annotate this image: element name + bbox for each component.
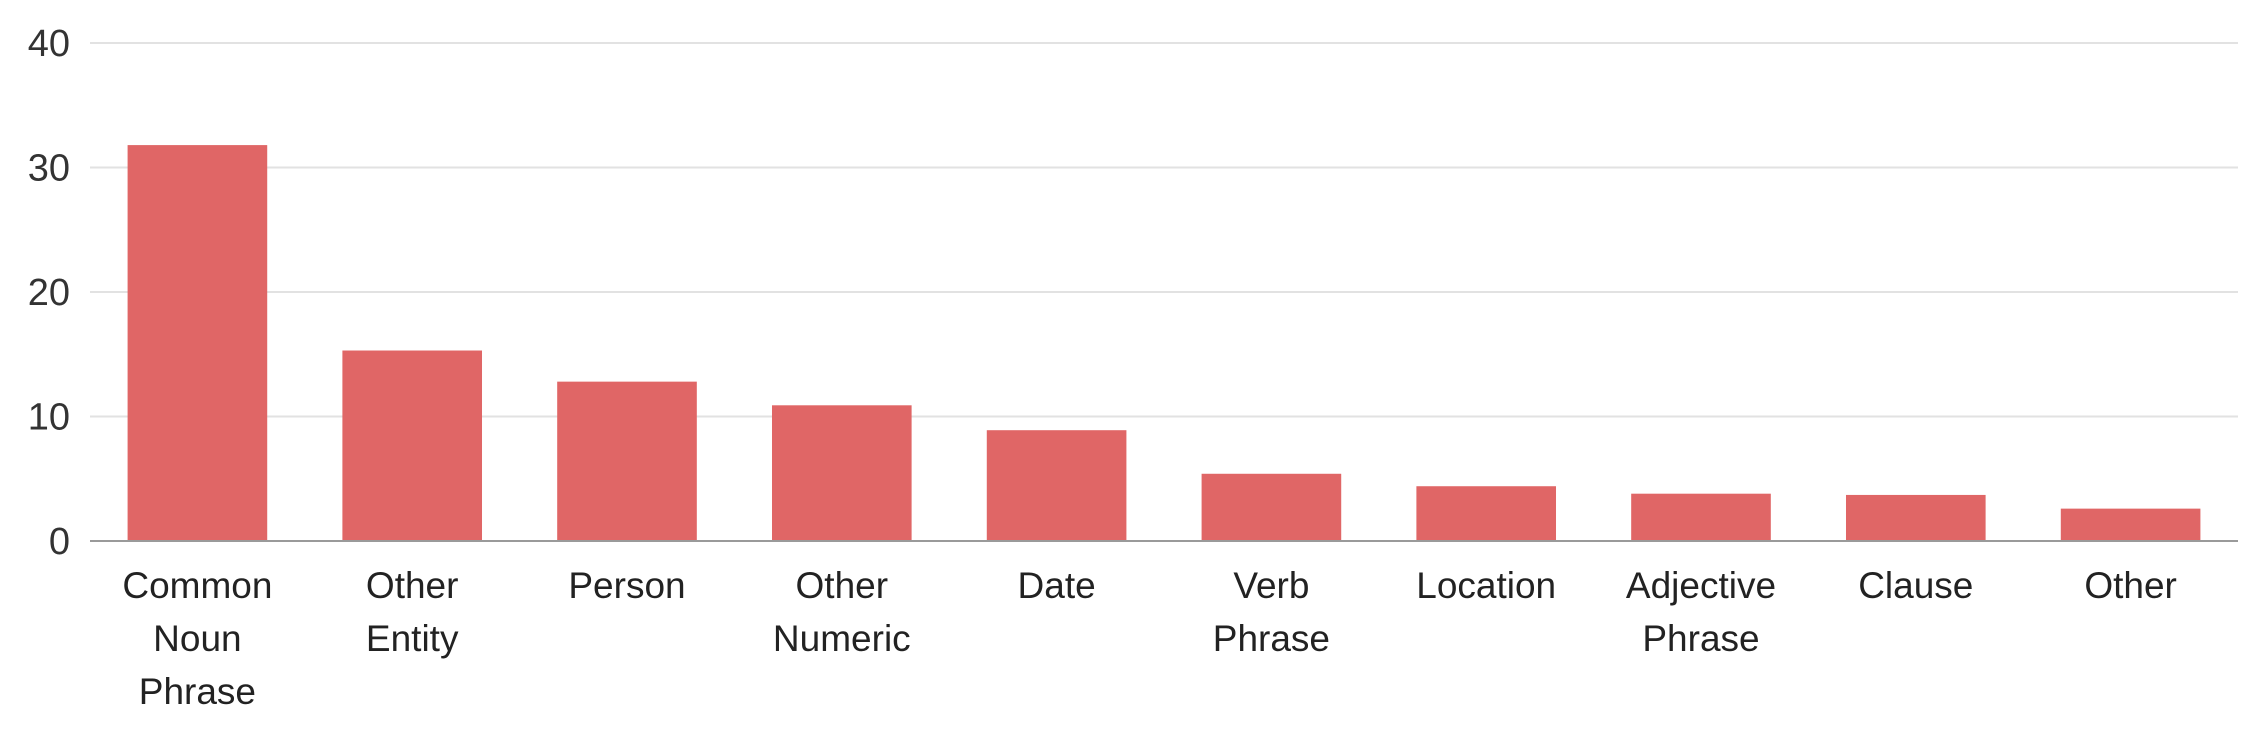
x-category-label-line: Noun <box>153 618 241 659</box>
x-category-label-line: Common <box>122 565 272 606</box>
x-category-label-line: Other <box>796 565 889 606</box>
x-category-label: Other <box>2084 565 2177 606</box>
x-category-label: Common Noun Phrase <box>122 565 272 712</box>
x-category-label: Other Numeric <box>773 565 911 659</box>
x-category-label: Person <box>568 565 685 606</box>
x-category-label: Verb Phrase <box>1213 565 1330 659</box>
bar <box>1631 493 1771 541</box>
y-tick-label: 20 <box>28 272 70 314</box>
x-category-label: Other Entity <box>366 565 459 659</box>
x-category-label-line: Entity <box>366 618 459 659</box>
bar <box>1845 494 1986 541</box>
x-category-label-line: Location <box>1416 565 1556 606</box>
x-category-label-line: Other <box>366 565 459 606</box>
x-category-label-line: Date <box>1018 565 1096 606</box>
bar <box>1201 473 1342 541</box>
bar <box>1416 486 1557 541</box>
bar <box>557 381 697 541</box>
bar <box>771 405 912 541</box>
gridlines <box>90 42 2238 418</box>
x-category-label-line: Phrase <box>1213 618 1330 659</box>
x-category-label-line: Verb <box>1233 565 1309 606</box>
bar <box>2060 508 2201 541</box>
bar <box>342 350 483 541</box>
y-tick-label: 30 <box>28 148 70 190</box>
x-category-label: Location <box>1416 565 1556 606</box>
bars <box>127 145 2201 541</box>
x-category-label-line: Numeric <box>773 618 911 659</box>
x-category-label-line: Phrase <box>1642 618 1759 659</box>
x-category-label-line: Person <box>568 565 685 606</box>
x-category-label: Clause <box>1858 565 1973 606</box>
x-category-label-line: Other <box>2084 565 2177 606</box>
x-category-label-line: Phrase <box>139 671 256 712</box>
bar <box>127 145 268 541</box>
x-category-label-line: Clause <box>1858 565 1973 606</box>
y-tick-label: 10 <box>28 397 70 439</box>
x-category-label: Date <box>1018 565 1096 606</box>
x-category-label: Adjective Phrase <box>1626 565 1776 659</box>
y-tick-label: 0 <box>49 521 70 563</box>
y-tick-label: 40 <box>28 23 70 65</box>
y-axis-tick-labels: 0 10 20 30 40 <box>28 23 70 563</box>
x-axis-category-labels: Common Noun Phrase Other Entity Person Other Nu… <box>122 565 2177 712</box>
x-category-label-line: Adjective <box>1626 565 1776 606</box>
bar <box>986 430 1127 541</box>
